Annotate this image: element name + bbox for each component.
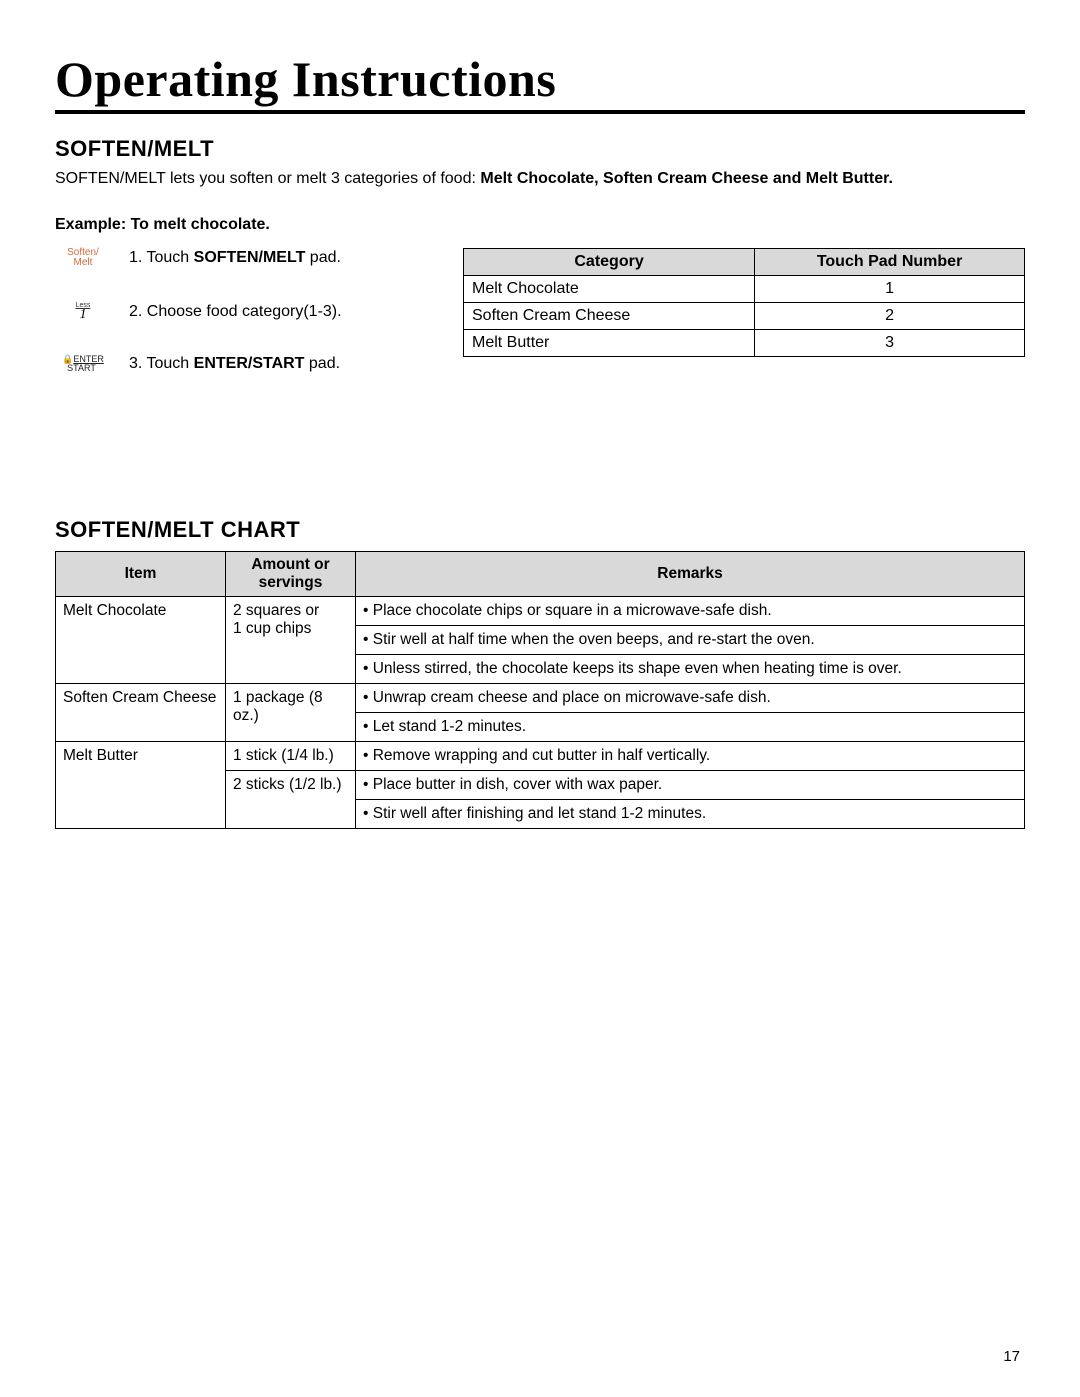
cat-header-category: Category: [464, 249, 755, 276]
chart-header-remarks: Remarks: [356, 552, 1025, 597]
chart-remark: • Place chocolate chips or square in a m…: [356, 597, 1025, 626]
chart-remark: • Place butter in dish, cover with wax p…: [356, 771, 1025, 800]
step-3-bold: ENTER/START: [194, 355, 305, 372]
chart-amount: 1 stick (1/4 lb.): [226, 742, 356, 771]
icon-soften-line2: Melt: [74, 257, 93, 268]
soften-melt-pad-icon: Soften/ Melt: [55, 248, 111, 268]
table-row: Soften Cream Cheese 2: [464, 303, 1025, 330]
section-heading-chart: SOFTEN/MELT CHART: [55, 517, 1025, 543]
table-row: Melt Butter 3: [464, 330, 1025, 357]
table-row: Soften Cream Cheese 1 package (8 oz.) • …: [56, 684, 1025, 713]
chart-header-amount-l1: Amount or: [251, 556, 329, 573]
intro-prefix: SOFTEN/MELT lets you soften or melt 3 ca…: [55, 170, 480, 187]
chart-amount: 2 squares or 1 cup chips: [226, 597, 356, 684]
page-title: Operating Instructions: [55, 50, 1025, 114]
step-3-suffix: pad.: [304, 355, 340, 372]
table-row: Item Amount or servings Remarks: [56, 552, 1025, 597]
chart-amount-l1: 2 squares or: [233, 602, 319, 619]
step-1-prefix: 1. Touch: [129, 249, 194, 266]
step-3-prefix: 3. Touch: [129, 355, 194, 372]
section-heading-softenmelt: SOFTEN/MELT: [55, 136, 1025, 162]
chart-amount: 1 package (8 oz.): [226, 684, 356, 742]
step-2-prefix: 2. Choose food category(1-3).: [129, 303, 342, 320]
chart-item: Melt Butter: [56, 742, 226, 829]
step-2-text: 2. Choose food category(1-3).: [129, 303, 342, 321]
step-1-text: 1. Touch SOFTEN/MELT pad.: [129, 249, 341, 267]
icon-less-num: 1: [76, 309, 91, 321]
step-1-bold: SOFTEN/MELT: [194, 249, 306, 266]
category-table: Category Touch Pad Number Melt Chocolate…: [463, 248, 1025, 357]
chart-remark: • Unless stirred, the chocolate keeps it…: [356, 655, 1025, 684]
cat-cell: Soften Cream Cheese: [464, 303, 755, 330]
icon-enter-line2: START: [67, 363, 96, 373]
chart-header-item: Item: [56, 552, 226, 597]
example-label: Example: To melt chocolate.: [55, 216, 1025, 234]
chart-remark: • Remove wrapping and cut butter in half…: [356, 742, 1025, 771]
cat-cell: 3: [755, 330, 1025, 357]
chart-remark: • Stir well at half time when the oven b…: [356, 626, 1025, 655]
cat-cell: 1: [755, 276, 1025, 303]
chart-header-amount: Amount or servings: [226, 552, 356, 597]
step-1-suffix: pad.: [305, 249, 341, 266]
step-row-1: Soften/ Melt 1. Touch SOFTEN/MELT pad.: [55, 248, 435, 268]
cat-cell: Melt Chocolate: [464, 276, 755, 303]
chart-remark: • Let stand 1-2 minutes.: [356, 713, 1025, 742]
table-row: Melt Butter 1 stick (1/4 lb.) • Remove w…: [56, 742, 1025, 771]
step-row-2: Less 1 2. Choose food category(1-3).: [55, 302, 435, 321]
intro-bold: Melt Chocolate, Soften Cream Cheese and …: [480, 170, 893, 187]
enter-start-pad-icon: 🔒ENTER START: [55, 355, 111, 373]
chart-amount-l2: 1 cup chips: [233, 620, 311, 637]
chart-item: Soften Cream Cheese: [56, 684, 226, 742]
cat-cell: 2: [755, 303, 1025, 330]
cat-header-number: Touch Pad Number: [755, 249, 1025, 276]
chart-remark: • Unwrap cream cheese and place on micro…: [356, 684, 1025, 713]
table-row: Melt Chocolate 2 squares or 1 cup chips …: [56, 597, 1025, 626]
chart-item: Melt Chocolate: [56, 597, 226, 684]
intro-text: SOFTEN/MELT lets you soften or melt 3 ca…: [55, 170, 1025, 188]
step-3-text: 3. Touch ENTER/START pad.: [129, 355, 340, 373]
chart-header-amount-l2: servings: [259, 574, 323, 591]
table-row: Category Touch Pad Number: [464, 249, 1025, 276]
page-number: 17: [1003, 1348, 1020, 1365]
steps-column: Soften/ Melt 1. Touch SOFTEN/MELT pad. L…: [55, 248, 435, 407]
chart-amount: 2 sticks (1/2 lb.): [226, 771, 356, 829]
chart-remark: • Stir well after finishing and let stan…: [356, 800, 1025, 829]
less-1-pad-icon: Less 1: [55, 302, 111, 321]
step-row-3: 🔒ENTER START 3. Touch ENTER/START pad.: [55, 355, 435, 373]
softenmelt-chart-table: Item Amount or servings Remarks Melt Cho…: [55, 551, 1025, 829]
cat-cell: Melt Butter: [464, 330, 755, 357]
table-row: Melt Chocolate 1: [464, 276, 1025, 303]
